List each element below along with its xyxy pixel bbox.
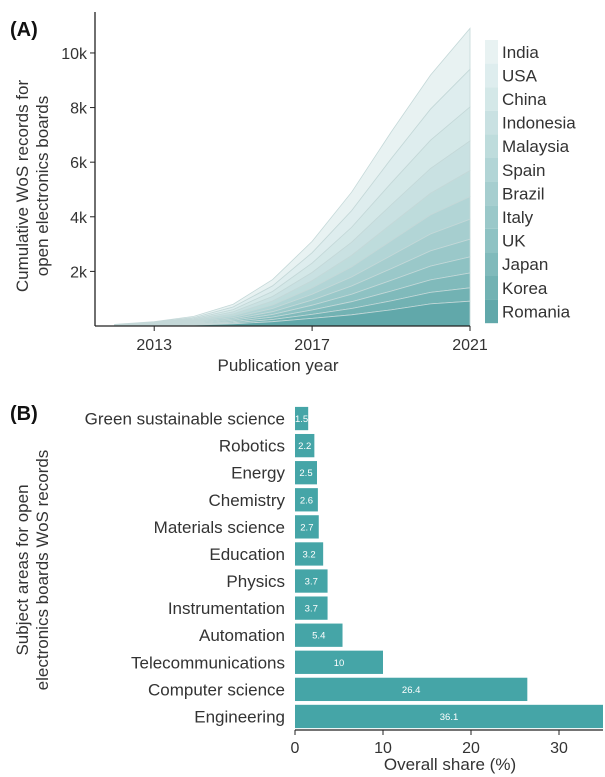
bar-value-label: 36.1 xyxy=(440,712,459,723)
category-label: Chemistry xyxy=(208,491,285,510)
category-label: Automation xyxy=(199,626,285,645)
x-tick-label: 30 xyxy=(550,740,568,757)
y-tick-label: 6k xyxy=(70,155,88,172)
panel-a-y-axis-label: Cumulative WoS records for open electron… xyxy=(13,80,52,293)
category-label: Telecommunications xyxy=(131,653,285,672)
bars: 1.5 Green sustainable science 2.2 Robotics 2… xyxy=(85,406,603,729)
legend-key-usa xyxy=(485,63,498,88)
legend-key-japan xyxy=(485,252,498,276)
legend-label-romania: Romania xyxy=(502,302,571,321)
legend-label-usa: USA xyxy=(502,66,538,85)
x-tick-label: 10 xyxy=(374,740,392,757)
legend-key-indonesia xyxy=(485,110,498,135)
legend-label-japan: Japan xyxy=(502,255,548,274)
bar-energy xyxy=(295,461,317,485)
legend-key-china xyxy=(485,87,498,111)
bar-value-label: 3.2 xyxy=(302,549,315,560)
legend-label-spain: Spain xyxy=(502,161,545,180)
y-axis-label-line-1: Cumulative WoS records for xyxy=(13,80,32,293)
legend-key-india xyxy=(485,40,498,64)
x-tick-label: 2017 xyxy=(294,337,330,354)
legend-label-china: China xyxy=(502,90,547,109)
category-label: Computer science xyxy=(148,680,285,699)
x-tick-label: 2013 xyxy=(136,337,172,354)
bar-computer-science xyxy=(295,677,528,702)
bar-green-sustainable-science xyxy=(295,406,309,431)
category-label: Materials science xyxy=(154,518,285,537)
category-label: Education xyxy=(209,545,285,564)
y-tick-label: 10k xyxy=(61,46,88,63)
bar-value-label: 2.5 xyxy=(299,468,312,479)
x-axis-label: Overall share (%) xyxy=(384,755,516,774)
bar-chemistry xyxy=(295,488,318,512)
bar-value-label: 10 xyxy=(334,658,345,669)
category-label: Robotics xyxy=(219,437,285,456)
category-label: Energy xyxy=(231,464,285,483)
panel-b-y-axis-label: Subject areas for open electronics board… xyxy=(13,450,52,691)
legend-label-italy: Italy xyxy=(502,208,534,227)
bar-value-label: 2.2 xyxy=(298,441,311,452)
category-label: Physics xyxy=(226,572,285,591)
y-axis-label-line-2: open electronics boards xyxy=(33,96,52,277)
legend-label-india: India xyxy=(502,43,539,62)
x-tick-label: 2021 xyxy=(452,337,488,354)
bar-instrumentation xyxy=(295,596,328,620)
legend-key-italy xyxy=(485,205,498,229)
panel-a-area-chart: (A) 2k 4k 6k 8k 10k 2013 2017 2021 Cumulative W… xyxy=(10,12,576,375)
bar-telecommunications xyxy=(295,650,383,674)
legend-key-uk xyxy=(485,228,498,253)
bar-value-label: 3.7 xyxy=(305,577,318,588)
bar-value-label: 2.7 xyxy=(300,522,313,533)
legend-key-brazil xyxy=(485,181,498,206)
panel-b-label: (B) xyxy=(10,403,38,425)
bar-robotics xyxy=(295,433,315,458)
y-tick-label: 2k xyxy=(70,264,88,281)
y-axis-label-line-1: Subject areas for open xyxy=(13,484,32,655)
bar-value-label: 26.4 xyxy=(402,685,421,696)
bar-education xyxy=(295,542,324,566)
y-axis-label-line-2: electronics boards WoS records xyxy=(33,450,52,691)
legend-key-spain xyxy=(485,158,498,182)
y-tick-label: 4k xyxy=(70,210,88,227)
bar-materials-science xyxy=(295,515,319,539)
panel-a-axes: 2k 4k 6k 8k 10k 2013 2017 2021 xyxy=(61,12,488,354)
y-tick-label: 8k xyxy=(70,101,88,118)
x-tick-label: 20 xyxy=(462,740,480,757)
bar-value-label: 5.4 xyxy=(312,631,325,642)
x-axis-label: Publication year xyxy=(218,356,339,375)
bar-value-label: 1.5 xyxy=(295,414,308,425)
category-label: Green sustainable science xyxy=(85,410,285,429)
bar-value-label: 3.7 xyxy=(305,604,318,615)
legend-key-korea xyxy=(485,276,498,300)
category-label: Engineering xyxy=(194,707,285,726)
legend-label-uk: UK xyxy=(502,232,526,251)
legend-key-malaysia xyxy=(485,134,498,158)
bar-engineering xyxy=(295,704,603,729)
panel-b-bar-chart: (B) 1.5 Green sustainable science 2.2 Robot… xyxy=(10,403,603,774)
legend-label-indonesia: Indonesia xyxy=(502,114,576,133)
bar-physics xyxy=(295,569,328,593)
legend-label-malaysia: Malaysia xyxy=(502,137,570,156)
x-tick-label: 0 xyxy=(291,740,300,757)
panel-b-axes: 0 10 20 30 xyxy=(291,729,603,757)
legend: India USA China Indonesia Malaysia Spain Brazi… xyxy=(485,40,576,324)
legend-label-brazil: Brazil xyxy=(502,184,545,203)
category-label: Instrumentation xyxy=(168,599,285,618)
panel-a-label: (A) xyxy=(10,19,38,41)
bar-value-label: 2.6 xyxy=(300,495,313,506)
legend-label-korea: Korea xyxy=(502,279,548,298)
legend-key-romania xyxy=(485,299,498,324)
stacked-areas xyxy=(114,27,471,327)
bar-automation xyxy=(295,623,343,647)
